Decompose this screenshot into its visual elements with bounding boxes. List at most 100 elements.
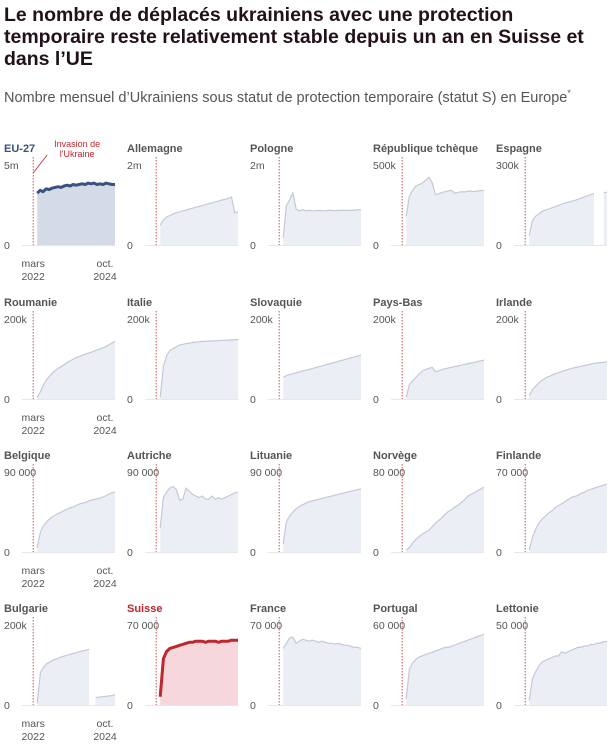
chart-panel-lettonie: Lettonie 50 000 0 [496,603,607,712]
series-line-eu-27-0 [36,181,115,195]
area-fill-suisse-0 [160,640,238,705]
area-fill-autriche-0 [160,486,238,552]
series-line-espagne-1 [603,191,608,194]
y-zero-label-republique-tcheque: 0 [373,240,379,252]
chart-panel-republique-tcheque: République tchèque 500k 0 [373,143,485,252]
invasion-annotation-line2: l'Ukraine [60,149,95,159]
y-max-label-france: 70 000 [250,620,282,632]
y-max-label-espagne: 300k [496,160,520,172]
chart-title-republique-tcheque: République tchèque [373,143,478,155]
x-label-start-year-roumanie: 2022 [21,425,45,437]
y-zero-label-autriche: 0 [127,547,133,559]
y-max-label-lituanie: 90 000 [250,467,282,479]
series-line-portugal-0 [405,633,485,700]
chart-title-espagne: Espagne [496,143,542,155]
x-label-start-year-belgique: 2022 [21,578,45,590]
chart-title-finlande: Finlande [496,450,541,462]
series-line-espagne-0 [528,193,595,236]
series-line-bulgarie-1 [95,694,116,699]
area-fill-portugal-0 [406,634,484,705]
y-zero-label-france: 0 [250,700,256,712]
y-zero-label-roumanie: 0 [4,394,10,406]
area-fill-allemagne-0 [160,197,238,245]
chart-title-lettonie: Lettonie [496,603,539,615]
area-fill-espagne-1 [603,192,607,245]
y-zero-label-slovaquie: 0 [250,394,256,406]
x-label-start-eu-27: mars [21,258,44,270]
x-label-end-year-eu-27: 2024 [93,271,117,283]
chart-title-autriche: Autriche [127,450,172,462]
x-label-start-bulgarie: mars [21,718,44,730]
y-max-label-lettonie: 50 000 [496,620,528,632]
y-zero-label-pays-bas: 0 [373,394,379,406]
chart-panel-france: France 70 000 0 [250,603,362,712]
series-line-roumanie-0 [36,340,116,398]
chart-title-eu-27: EU-27 [4,143,35,155]
chart-title-portugal: Portugal [373,603,418,615]
x-label-end-year-roumanie: 2024 [93,425,117,437]
chart-panel-lituanie: Lituanie 90 000 0 [250,450,362,559]
y-max-label-italie: 200k [127,314,151,326]
footnote-marker: * [567,88,571,98]
area-fill-norvege-0 [406,487,484,552]
series-line-allemagne-0 [159,196,239,226]
chart-panel-finlande: Finlande 70 000 0 [496,450,608,559]
series-line-suisse-0 [158,638,238,697]
chart-title-slovaquie: Slovaquie [250,297,302,309]
chart-panel-slovaquie: Slovaquie 200k 0 [250,297,362,406]
invasion-annotation-leader [32,154,48,174]
x-label-end-belgique: oct. [97,565,114,577]
series-line-lettonie-0 [528,641,607,701]
chart-panel-portugal: Portugal 60 000 0 [373,603,485,712]
y-max-label-belgique: 90 000 [4,467,36,479]
y-zero-label-eu-27: 0 [4,240,10,252]
chart-title-pays-bas: Pays-Bas [373,297,423,309]
y-max-label-bulgarie: 200k [4,620,28,632]
chart-panel-suisse: Suisse 70 000 0 [127,603,238,712]
y-zero-label-bulgarie: 0 [4,700,10,712]
area-fill-irlande-0 [529,361,607,399]
y-zero-label-lituanie: 0 [250,547,256,559]
series-line-autriche-0 [159,485,239,529]
chart-title-allemagne: Allemagne [127,143,183,155]
chart-panel-allemagne: Allemagne 2m 0 [127,143,239,252]
series-line-pologne-0 [282,192,361,238]
area-fill-finlande-0 [529,484,607,552]
x-label-start-belgique: mars [21,565,44,577]
chart-panel-norvege: Norvège 80 000 0 [373,450,485,559]
series-line-belgique-0 [36,491,116,549]
chart-panel-espagne: Espagne 300k 0 [496,143,608,252]
chart-title-france: France [250,603,286,615]
x-label-end-eu-27: oct. [97,258,114,270]
x-label-start-roumanie: mars [21,412,44,424]
area-fill-belgique-0 [37,492,116,552]
invasion-annotation-line1: Invasion de [54,139,100,149]
series-line-lituanie-0 [282,488,362,545]
area-fill-pologne-0 [283,192,361,245]
chart-title-belgique: Belgique [4,450,50,462]
series-line-irlande-0 [528,361,608,396]
series-line-france-0 [282,636,362,649]
x-label-end-year-belgique: 2024 [93,578,117,590]
y-max-label-allemagne: 2m [127,160,142,172]
y-zero-label-portugal: 0 [373,700,379,712]
y-zero-label-belgique: 0 [4,547,10,559]
y-zero-label-irlande: 0 [496,394,502,406]
page-subtitle: Nombre mensuel d’Ukrainiens sous statut … [4,83,604,108]
series-line-slovaquie-0 [282,354,362,378]
y-zero-label-lettonie: 0 [496,700,502,712]
y-max-label-republique-tcheque: 500k [373,160,397,172]
x-label-end-year-bulgarie: 2024 [93,731,117,743]
y-zero-label-suisse: 0 [127,700,133,712]
chart-title-bulgarie: Bulgarie [4,603,48,615]
area-fill-slovaquie-0 [283,355,361,399]
y-zero-label-pologne: 0 [250,240,256,252]
area-fill-republique-tcheque-0 [406,177,484,245]
chart-panel-irlande: Irlande 200k 0 [496,297,608,406]
chart-panel-italie: Italie 200k 0 [127,297,238,406]
series-line-bulgarie-0 [36,648,90,704]
